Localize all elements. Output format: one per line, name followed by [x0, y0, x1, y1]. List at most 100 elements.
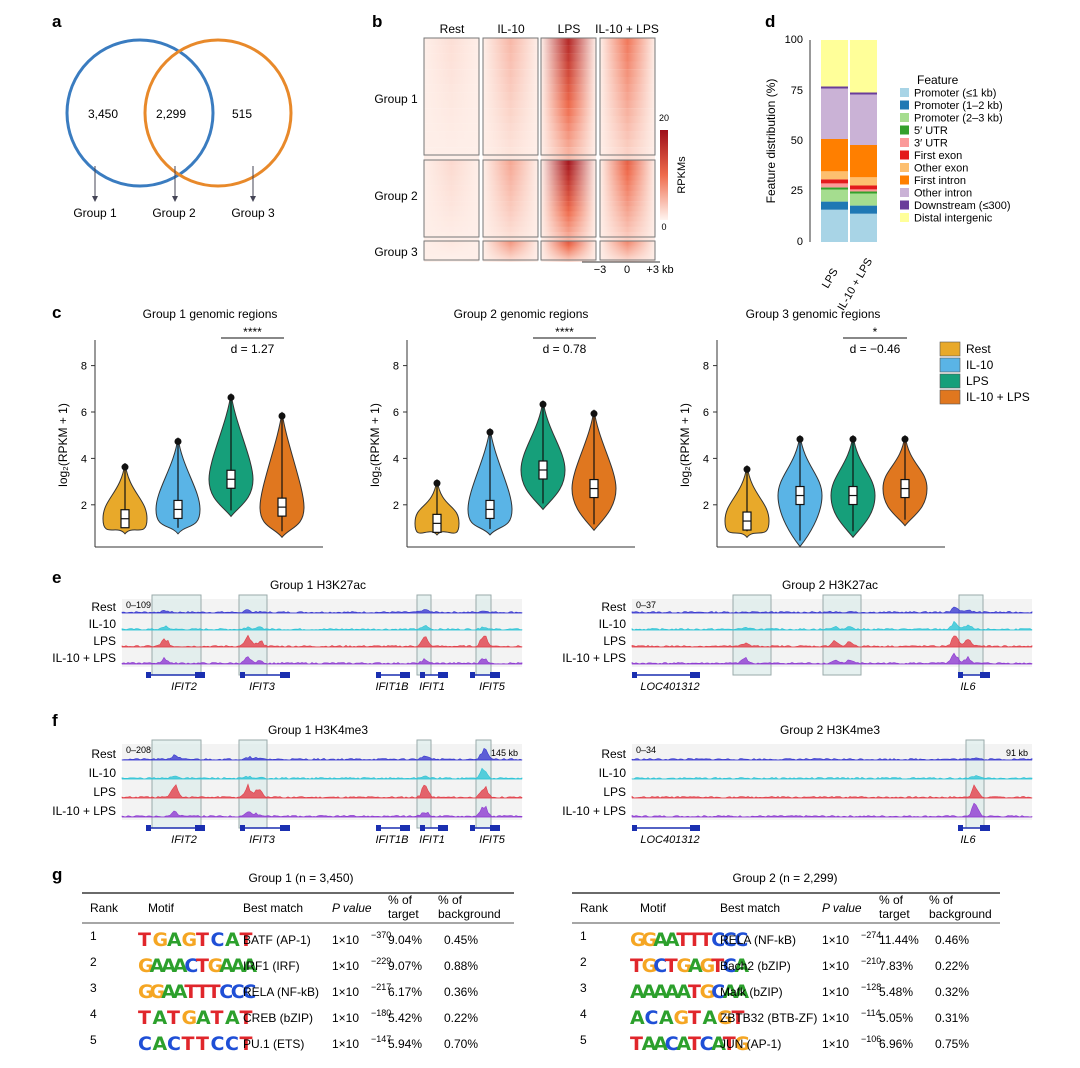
- heatmap-band: [600, 165, 655, 171]
- motif-logo-letter: T: [182, 1033, 195, 1055]
- motif-logo-letter: A: [734, 955, 749, 977]
- feature-legend-label: Promoter (2–3 kb): [914, 113, 1003, 125]
- heatmap-band: [600, 241, 655, 243]
- motif-logo-letter: T: [723, 1033, 736, 1055]
- venn-group-1: Group 1: [73, 206, 117, 220]
- motif-pvalue: 1×10: [332, 1011, 359, 1025]
- heatmap-band: [600, 206, 655, 212]
- feature-legend-swatch: [900, 213, 909, 222]
- motif-best-match: Mafk (bZIP): [720, 985, 783, 999]
- motif-pvalue: 1×10: [332, 933, 359, 947]
- motif-pvalue-exponent: −370: [371, 930, 391, 940]
- feature-legend-label: First exon: [914, 150, 962, 162]
- heatmap-band: [483, 61, 538, 70]
- track-sample-label: IL-10 + LPS: [52, 804, 116, 818]
- violin-tick-label: 6: [393, 407, 399, 419]
- heatmap-band: [600, 231, 655, 238]
- gene-label: IFIT1B: [375, 834, 408, 846]
- motif-logo-letter: A: [734, 981, 749, 1003]
- motif-logo-letter: A: [161, 955, 176, 977]
- motif-logo-letter: T: [665, 955, 678, 977]
- motif-header-target-1: % of: [879, 893, 904, 907]
- heatmap-band: [541, 256, 596, 258]
- motif-best-match: BATF (AP-1): [243, 933, 311, 947]
- heatmap-band: [483, 216, 538, 222]
- heatmap-band: [483, 231, 538, 238]
- feature-legend-label: Distal intergenic: [914, 213, 993, 225]
- heatmap-band: [424, 131, 479, 140]
- heatmap-band: [600, 108, 655, 117]
- motif-logo-letter: C: [242, 981, 256, 1003]
- heatmap-band: [541, 252, 596, 255]
- heatmap-band: [600, 170, 655, 176]
- motif-target-pct: 11.44%: [879, 933, 919, 947]
- heatmap-band: [424, 69, 479, 78]
- heatmap-band: [424, 38, 479, 46]
- motif-logo-letter: A: [225, 929, 240, 951]
- motif-logo-letter: T: [676, 929, 689, 951]
- violin-title: Group 2 genomic regions: [454, 307, 589, 321]
- violin-legend-swatch: [939, 389, 961, 405]
- track-range: 0–109: [126, 600, 151, 610]
- heatmap-band: [541, 237, 596, 243]
- motif-target-pct: 9.07%: [388, 959, 422, 973]
- heatmap-xtick-zero: 0: [624, 264, 630, 276]
- track-sample-label: IL-10 + LPS: [562, 651, 626, 665]
- heatmap-band: [483, 92, 538, 101]
- motif-logo-letter: A: [242, 955, 257, 977]
- violin-tick-label: 2: [81, 500, 87, 512]
- gene-exon: [980, 672, 990, 678]
- motif-logo-letter: G: [700, 981, 716, 1003]
- track-scale: 145 kb: [491, 748, 518, 758]
- heatmap-band: [483, 253, 538, 256]
- heatmap-band: [541, 139, 596, 148]
- motif-header-pvalue: P value: [822, 901, 862, 915]
- heatmap-band: [424, 165, 479, 171]
- motif-logo-letter: A: [161, 981, 176, 1003]
- panel-label-e: e: [52, 568, 61, 587]
- feature-segment: [821, 171, 848, 180]
- heatmap-band: [483, 160, 538, 166]
- heatmap-band: [424, 201, 479, 207]
- gene-label: IFIT2: [171, 681, 197, 693]
- motif-logo-letter: C: [211, 929, 225, 951]
- heatmap-band: [483, 147, 538, 156]
- heatmap-band: [600, 69, 655, 78]
- violin-legend-label: IL-10: [966, 358, 994, 372]
- heatmap-band: [541, 165, 596, 171]
- heatmap-band: [424, 253, 479, 256]
- heatmap-band: [541, 231, 596, 238]
- motif-logo-letter: A: [219, 955, 234, 977]
- motif-pvalue-exponent: −210: [861, 956, 881, 966]
- heatmap-band: [424, 248, 479, 251]
- gene-exon: [958, 672, 963, 678]
- motif-logo-letter: G: [138, 981, 154, 1003]
- feature-segment: [850, 92, 877, 95]
- feature-segment: [850, 177, 877, 186]
- motif-pvalue-exponent: −106: [861, 1034, 881, 1044]
- heatmap-band: [541, 254, 596, 257]
- motif-logo-letter: A: [173, 981, 188, 1003]
- heatmap-band: [483, 247, 538, 250]
- violin-sig-stars: ****: [555, 325, 574, 339]
- motif-logo-letter: G: [734, 1033, 750, 1055]
- heatmap-band: [541, 242, 596, 245]
- violin-outlier: [539, 400, 547, 408]
- motif-pvalue: 1×10: [822, 985, 849, 999]
- heatmap-band: [541, 160, 596, 166]
- motif-background-pct: 0.36%: [444, 985, 478, 999]
- heatmap-band: [424, 260, 479, 262]
- heatmap-band: [483, 69, 538, 78]
- feature-segment: [850, 94, 877, 145]
- violin-tick-label: 4: [703, 453, 709, 465]
- gene-exon: [280, 672, 290, 678]
- heatmap-band: [483, 246, 538, 248]
- motif-logo-letter: A: [653, 1033, 668, 1055]
- motif-logo-letter: C: [138, 1033, 152, 1055]
- motif-pvalue: 1×10: [822, 959, 849, 973]
- motif-logo-letter: G: [138, 955, 154, 977]
- violin-outlier: [174, 438, 182, 446]
- gene-label: IFIT5: [479, 681, 506, 693]
- heatmap-band: [424, 252, 479, 255]
- motif-best-match: PU.1 (ETS): [243, 1037, 304, 1051]
